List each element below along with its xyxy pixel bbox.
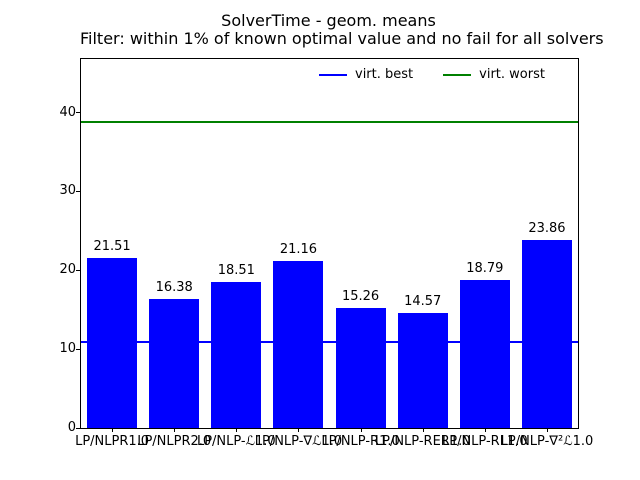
x-tick-mark [484,428,486,432]
legend-item: virt. worst [443,67,545,82]
y-tick-mark [76,348,80,350]
x-tick-mark [236,428,238,432]
bar [521,239,572,428]
bar-value-label: 15.26 [341,288,380,304]
x-tick-mark [360,428,362,432]
bar [211,282,262,428]
legend-line-swatch [319,73,347,76]
x-tick-mark [422,428,424,432]
chart-title-line1: SolverTime - geom. means [221,11,436,30]
bar [397,313,448,428]
bar-value-label: 23.86 [528,220,566,236]
chart-title: SolverTime - geom. means Filter: within … [80,11,604,48]
x-tick-mark [174,428,176,432]
bar-value-label: 18.79 [466,260,504,276]
x-tick-mark [298,428,300,432]
legend-item: virt. best [319,67,413,82]
y-tick-label: 40 [59,104,76,120]
bar-value-label: 21.51 [93,239,131,255]
y-tick-mark [76,190,80,192]
x-tick-label: LP/NLPR1.0 [75,434,150,449]
x-tick-mark [112,428,114,432]
bar-value-label: 14.57 [404,294,442,310]
y-tick-label: 10 [59,341,76,357]
x-tick-label: LP/NLP-RL1.0 [442,434,528,449]
virt-worst-line [81,121,578,124]
x-tick-label: LP/NLP-R1.0 [321,434,400,449]
x-tick-label: LP/NLP-RER1.0 [374,434,471,449]
virt-best-line [81,341,578,344]
bar [335,307,386,428]
legend-label: virt. best [355,67,414,82]
x-tick-mark [546,428,548,432]
x-tick-label: LP/NLP-∇ℒ1.0 [254,434,343,449]
y-tick-label: 20 [59,262,76,278]
plot-area: virt. best virt. worst 21.51 LP/NLPR1.0 16.… [59,58,593,449]
x-tick-label: LP/NLPR2.0 [137,434,212,449]
bar [149,298,200,428]
bar [87,258,138,428]
bar-value-label: 21.16 [279,242,318,258]
bar-value-label: 18.51 [217,263,255,279]
legend-label: virt. worst [479,67,545,82]
legend-line-swatch [443,73,472,76]
x-tick-label: LP/NLP-ℒ1.0 [196,434,276,449]
bar [273,261,324,428]
y-tick-label: 30 [59,183,76,199]
legend: virt. best virt. worst [319,67,545,82]
y-tick-mark [76,269,80,271]
bar-value-label: 16.38 [155,279,193,295]
x-tick-label: LP/NLP-∇²ℒ1.0 [500,434,594,449]
y-tick-mark [76,112,80,114]
bar [459,279,510,428]
chart-title-line2: Filter: within 1% of known optimal value… [80,29,604,48]
y-tick-mark [76,427,80,429]
y-tick-label: 0 [67,420,76,435]
